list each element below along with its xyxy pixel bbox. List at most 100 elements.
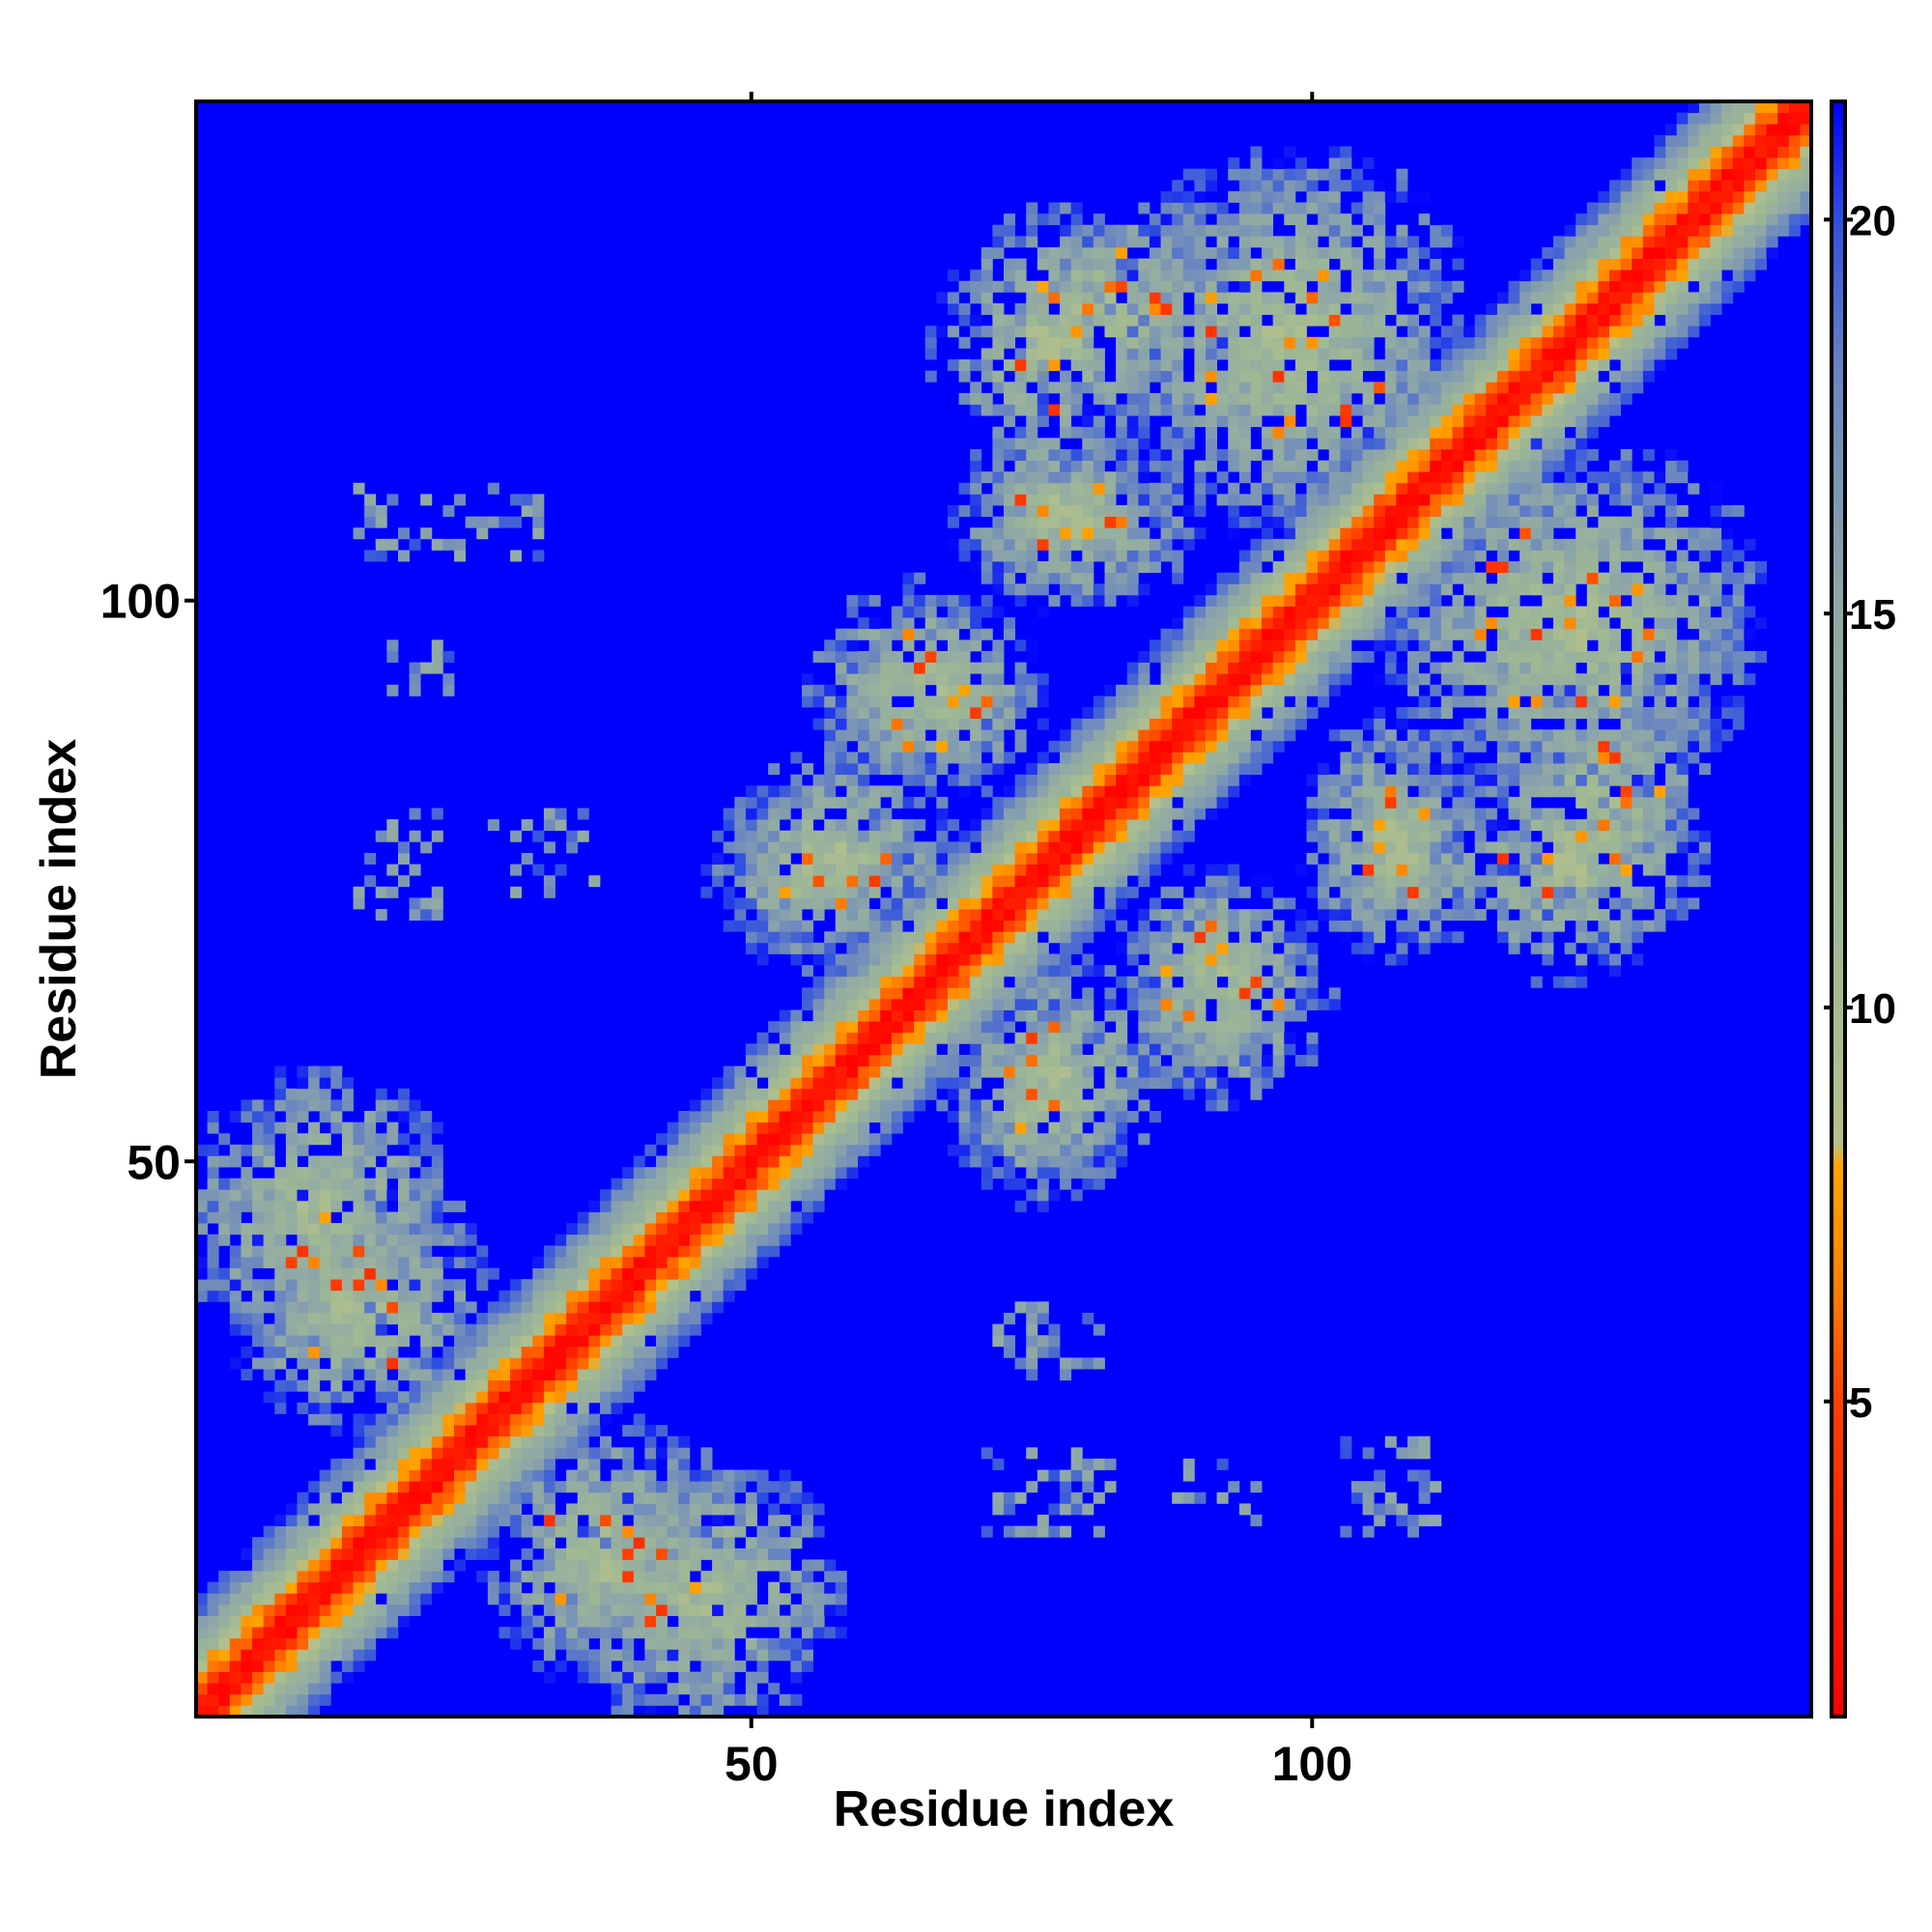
heatmap-cell — [812, 1099, 825, 1112]
heatmap-cell — [992, 538, 1005, 551]
heatmap-cell — [1070, 314, 1083, 327]
heatmap-cell — [846, 931, 859, 944]
heatmap-cell — [1262, 168, 1274, 181]
heatmap-cell — [1284, 370, 1296, 383]
heatmap-cell — [532, 1481, 545, 1493]
heatmap-cell — [1126, 326, 1139, 338]
heatmap-cell — [375, 1111, 387, 1123]
heatmap-cell — [1238, 594, 1251, 607]
heatmap-cell — [689, 1671, 701, 1684]
heatmap-cell — [1093, 1492, 1105, 1504]
heatmap-cell — [880, 729, 893, 742]
heatmap-cell — [566, 1346, 579, 1358]
heatmap-cell — [1116, 774, 1128, 786]
heatmap-cell — [970, 382, 982, 394]
heatmap-cell — [577, 1615, 589, 1628]
heatmap-cell — [1004, 236, 1016, 248]
heatmap-cell — [442, 1435, 455, 1448]
heatmap-cell — [409, 1581, 421, 1594]
heatmap-cell — [1228, 864, 1240, 876]
heatmap-cell — [274, 1379, 287, 1392]
heatmap-cell — [880, 707, 893, 720]
heatmap-cell — [902, 942, 915, 954]
heatmap-cell — [241, 1323, 253, 1336]
heatmap-cell — [218, 1279, 231, 1292]
heatmap-cell — [1250, 763, 1263, 776]
heatmap-cell — [241, 1178, 253, 1190]
heatmap-cell — [600, 1593, 612, 1605]
heatmap-cell — [633, 1313, 645, 1325]
heatmap-cell — [924, 348, 937, 360]
heatmap-cell — [902, 953, 915, 966]
heatmap-cell — [1138, 729, 1151, 742]
heatmap-cell — [1272, 1054, 1285, 1066]
heatmap-cell — [644, 1346, 657, 1358]
heatmap-cell — [1037, 1335, 1049, 1348]
heatmap-cell — [779, 1099, 791, 1112]
heatmap-cell — [734, 1111, 747, 1123]
heatmap-cell — [678, 1559, 691, 1572]
heatmap-cell — [1149, 796, 1161, 809]
heatmap-cell — [353, 1660, 365, 1672]
heatmap-cell — [756, 1223, 769, 1236]
heatmap-cell — [297, 1211, 309, 1224]
heatmap-cell — [835, 852, 847, 865]
heatmap-cell — [341, 1223, 354, 1236]
heatmap-cell — [745, 1155, 757, 1168]
heatmap-cell — [768, 763, 781, 776]
heatmap-cell — [353, 1323, 365, 1336]
heatmap-cell — [1116, 819, 1128, 832]
heatmap-cell — [1206, 594, 1218, 607]
heatmap-cell — [723, 864, 735, 876]
heatmap-cell — [745, 931, 757, 944]
heatmap-cell — [229, 1111, 242, 1123]
heatmap-cell — [734, 1548, 747, 1560]
heatmap-cell — [341, 1458, 354, 1470]
heatmap-cell — [1082, 1009, 1094, 1022]
heatmap-cell — [1206, 1088, 1218, 1100]
heatmap-cell — [1004, 550, 1016, 562]
heatmap-cell — [1060, 953, 1072, 966]
heatmap-cell — [577, 1469, 589, 1482]
heatmap-cell — [712, 1211, 724, 1224]
heatmap-cell — [319, 1133, 331, 1146]
heatmap-cell — [1126, 527, 1139, 540]
heatmap-cell — [521, 1637, 533, 1650]
heatmap-cell — [1272, 157, 1285, 170]
heatmap-cell — [1172, 886, 1184, 898]
heatmap-cell — [768, 1200, 781, 1212]
heatmap-cell — [398, 1301, 411, 1314]
heatmap-cell — [689, 1167, 701, 1179]
heatmap-cell — [207, 1671, 219, 1684]
heatmap-cell — [958, 696, 971, 708]
heatmap-cell — [734, 1627, 747, 1639]
heatmap-cell — [902, 931, 915, 944]
heatmap-cell — [364, 1515, 377, 1527]
heatmap-cell — [1262, 942, 1274, 954]
heatmap-cell — [229, 1290, 242, 1302]
heatmap-cell — [498, 1481, 511, 1493]
heatmap-cell — [611, 1693, 623, 1706]
heatmap-cell — [431, 897, 443, 910]
heatmap-cell — [431, 1144, 443, 1156]
heatmap-cell — [936, 852, 949, 865]
heatmap-cell — [835, 987, 847, 1000]
heatmap-cell — [880, 752, 893, 764]
heatmap-cell — [678, 1223, 691, 1236]
heatmap-cell — [330, 1077, 343, 1090]
heatmap-cell — [779, 1088, 791, 1100]
heatmap-cell — [1182, 527, 1195, 540]
heatmap-cell — [723, 1290, 735, 1302]
heatmap-cell — [476, 1346, 489, 1358]
heatmap-cell — [992, 314, 1005, 327]
heatmap-cell — [375, 1525, 387, 1538]
heatmap-cell — [779, 1515, 791, 1527]
heatmap-cell — [790, 1043, 803, 1056]
heatmap-cell — [846, 650, 859, 663]
heatmap-cell — [611, 1537, 623, 1549]
heatmap-cell — [846, 606, 859, 618]
heatmap-cell — [532, 1435, 545, 1448]
heatmap-cell — [700, 1671, 713, 1684]
heatmap-cell — [1082, 763, 1094, 776]
heatmap-cell — [611, 1357, 623, 1370]
